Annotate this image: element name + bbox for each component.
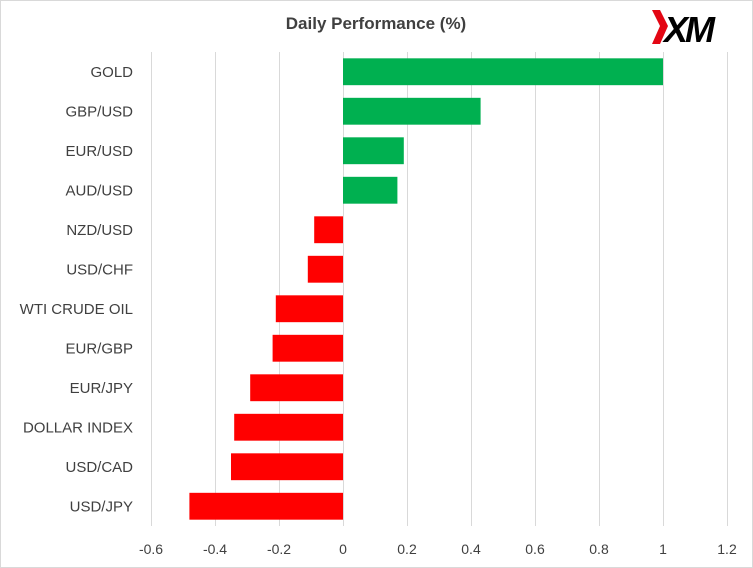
category-label: DOLLAR INDEX (23, 419, 133, 436)
category-label: NZD/USD (66, 222, 133, 239)
category-label: USD/CHF (66, 261, 133, 278)
category-label: EUR/GBP (65, 340, 133, 357)
xm-logo: XM (650, 8, 742, 50)
category-label: GOLD (90, 64, 133, 81)
bar (272, 334, 343, 362)
bar (343, 58, 663, 86)
category-label: AUD/USD (65, 182, 133, 199)
category-label: WTI CRUDE OIL (20, 301, 133, 318)
x-tick-label: 0.6 (525, 541, 545, 557)
bar (307, 255, 343, 283)
x-tick-label: 0.2 (397, 541, 417, 557)
bar (250, 374, 343, 402)
x-tick-label: -0.6 (139, 541, 163, 557)
bar (275, 295, 343, 323)
bar (343, 137, 404, 165)
bar (234, 413, 343, 441)
x-tick-label: -0.2 (267, 541, 291, 557)
bar (314, 216, 343, 244)
bar (343, 97, 481, 125)
x-tick-label: 0.4 (461, 541, 481, 557)
category-label: EUR/JPY (70, 380, 133, 397)
category-labels: GOLD GBP/USD EUR/USD AUD/USD NZD/USD USD/CHF W… (20, 64, 134, 516)
category-label: USD/JPY (70, 498, 133, 515)
bar (231, 453, 343, 481)
x-tick-label: 1.2 (717, 541, 737, 557)
xm-logo-icon: XM (652, 9, 719, 50)
bars (189, 58, 663, 520)
x-tick-labels: -0.6 -0.4 -0.2 0 0.2 0.4 0.6 0.8 1 1.2 (139, 541, 737, 557)
category-label: GBP/USD (65, 103, 133, 120)
chart-title: Daily Performance (%) (286, 14, 466, 33)
bar (343, 176, 398, 204)
x-tick-label: 1 (659, 541, 667, 557)
grid-lines (151, 52, 728, 526)
x-tick-label: 0.8 (589, 541, 609, 557)
bar (189, 492, 343, 520)
category-label: USD/CAD (65, 459, 133, 476)
category-label: EUR/USD (65, 143, 133, 160)
x-tick-label: -0.4 (203, 541, 227, 557)
x-tick-label: 0 (339, 541, 347, 557)
svg-text:XM: XM (662, 9, 716, 48)
